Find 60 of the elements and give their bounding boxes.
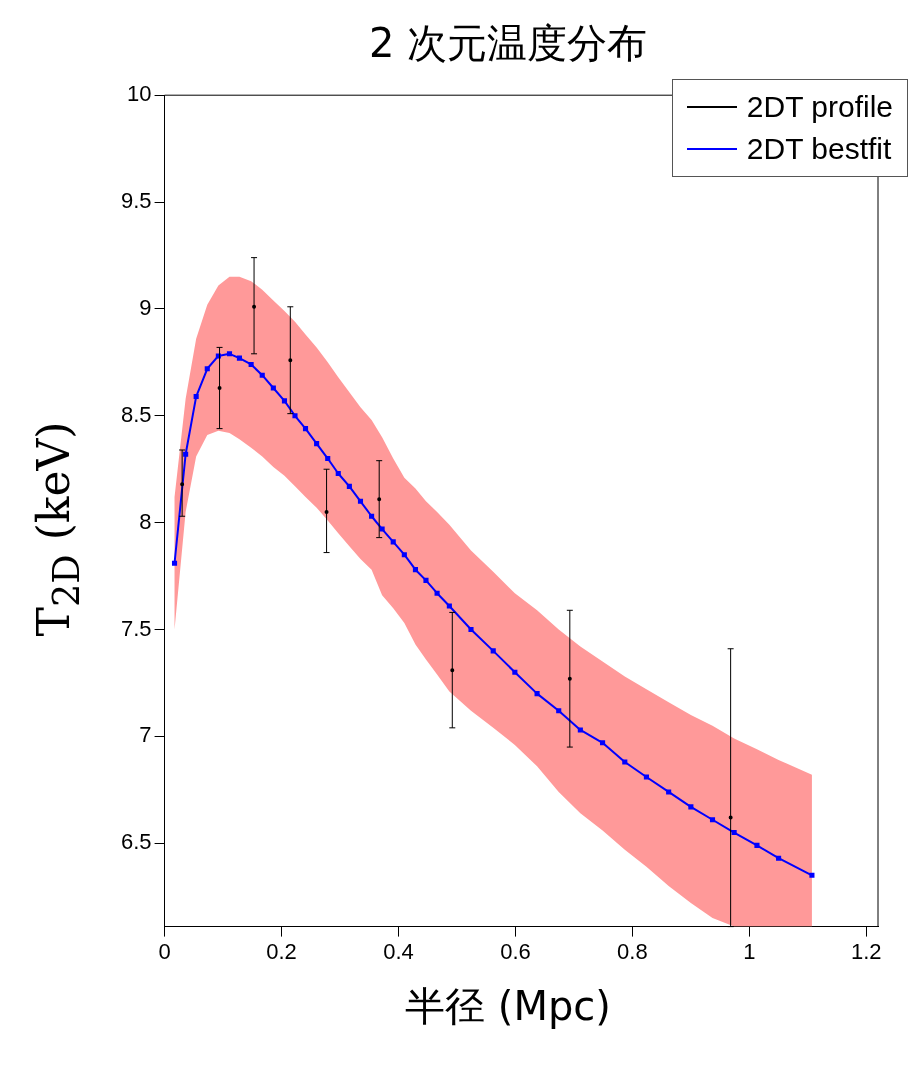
- point: [468, 626, 474, 633]
- x-axis-title: 半径 (Mpc): [404, 982, 612, 1031]
- point: [666, 789, 672, 795]
- point: [688, 804, 694, 810]
- y-tick-label: 7: [139, 722, 152, 748]
- point: [369, 513, 375, 519]
- point: [204, 366, 210, 372]
- point: [490, 648, 496, 654]
- point: [292, 413, 298, 419]
- legend-label: 2DT bestfit: [746, 131, 892, 167]
- y-tick-label: 6.5: [120, 829, 152, 855]
- point: [401, 552, 407, 558]
- point: [434, 590, 440, 596]
- point: [248, 361, 254, 368]
- point: [754, 842, 760, 848]
- point: [423, 577, 429, 583]
- point: [776, 855, 782, 861]
- y-tick-label: 9.5: [120, 188, 152, 214]
- point: [183, 451, 189, 457]
- y-tick-label: 10: [127, 81, 152, 107]
- point: [709, 817, 716, 823]
- point: [534, 691, 540, 697]
- point: [809, 872, 815, 878]
- point: [346, 483, 352, 489]
- point: [270, 385, 276, 391]
- point: [556, 708, 562, 714]
- point: [302, 426, 309, 432]
- x-tick-label: 0.2: [266, 938, 297, 964]
- x-tick-label: 1: [743, 938, 756, 964]
- point: [259, 372, 265, 378]
- x-tick-label: 0.4: [383, 938, 414, 964]
- y-tick-label: 7.5: [120, 615, 152, 641]
- point: [325, 455, 331, 462]
- point: [446, 603, 452, 609]
- point: [379, 526, 385, 532]
- point: [357, 498, 364, 504]
- point: [171, 560, 178, 566]
- legend-label: 2DT profile: [746, 89, 893, 125]
- point: [622, 759, 628, 765]
- x-tick-label: 1.2: [851, 938, 882, 964]
- point: [335, 470, 341, 477]
- point: [512, 669, 518, 675]
- x-tick-label: 0.8: [617, 938, 648, 964]
- point: [281, 398, 288, 404]
- point: [643, 774, 649, 780]
- point: [193, 394, 199, 400]
- point: [731, 830, 737, 836]
- point: [600, 740, 606, 746]
- point: [314, 441, 320, 447]
- point: [226, 351, 233, 357]
- y-tick-label: 8.5: [120, 401, 152, 427]
- point: [236, 355, 242, 361]
- chart-title: 2 次元温度分布: [367, 19, 649, 68]
- point: [412, 567, 418, 573]
- y-tick-label: 8: [139, 508, 152, 534]
- point: [577, 727, 583, 733]
- x-tick-label: 0: [158, 938, 171, 964]
- x-tick-label: 0.6: [500, 938, 531, 964]
- point: [390, 539, 396, 545]
- y-tick-label: 9: [139, 294, 152, 320]
